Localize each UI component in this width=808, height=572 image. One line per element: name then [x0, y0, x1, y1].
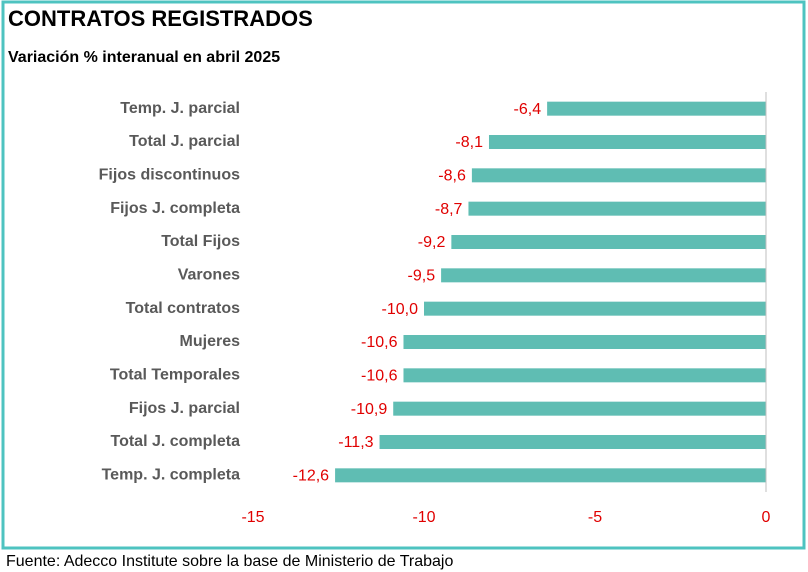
value-label: -9,5 — [408, 268, 436, 285]
y-tick-label: Temp. J. parcial — [120, 100, 240, 117]
bar — [335, 468, 766, 483]
bar — [471, 168, 766, 183]
bar — [403, 368, 766, 383]
value-label: -11,3 — [338, 434, 373, 451]
x-tick-label: 0 — [762, 509, 771, 526]
value-label: -8,1 — [455, 134, 483, 151]
value-label: -6,4 — [514, 101, 542, 118]
value-label: -8,6 — [438, 168, 466, 185]
value-label: -10,0 — [382, 301, 419, 318]
y-tick-label: Mujeres — [180, 333, 241, 350]
chart-subtitle: Variación % interanual en abril 2025 — [8, 49, 280, 66]
value-label: -12,6 — [293, 468, 330, 485]
value-label: -10,6 — [361, 368, 398, 385]
chart-title: CONTRATOS REGISTRADOS — [8, 6, 313, 31]
value-label: -8,7 — [435, 201, 463, 218]
bar — [451, 235, 766, 249]
y-tick-label: Total Temporales — [110, 367, 240, 384]
y-tick-label: Fijos discontinuos — [99, 167, 240, 184]
y-tick-label: Temp. J. completa — [102, 467, 241, 484]
frame — [1, 0, 806, 550]
bar — [488, 135, 766, 149]
y-tick-label: Fijos J. parcial — [129, 400, 240, 417]
bar — [547, 101, 766, 116]
y-tick-label: Total J. completa — [110, 433, 240, 450]
bar — [468, 201, 766, 216]
y-tick-label: Fijos J. completa — [110, 200, 240, 217]
x-tick-label: -5 — [588, 509, 602, 526]
x-tick-label: -10 — [412, 509, 435, 526]
value-label: -9,2 — [418, 234, 446, 251]
x-tick-label: -15 — [241, 509, 264, 526]
y-tick-label: Total J. parcial — [129, 133, 240, 150]
y-tick-label: Total Fijos — [161, 233, 240, 250]
bar — [424, 301, 766, 316]
source-note: Fuente: Adecco Institute sobre la base d… — [6, 553, 453, 570]
bar — [403, 335, 766, 349]
value-label: -10,6 — [361, 334, 398, 351]
y-tick-label: Varones — [178, 267, 240, 284]
bar — [379, 435, 766, 449]
y-tick-label: Total contratos — [126, 300, 240, 317]
bar — [393, 401, 766, 416]
value-label: -10,9 — [351, 401, 388, 418]
bar — [441, 268, 766, 283]
